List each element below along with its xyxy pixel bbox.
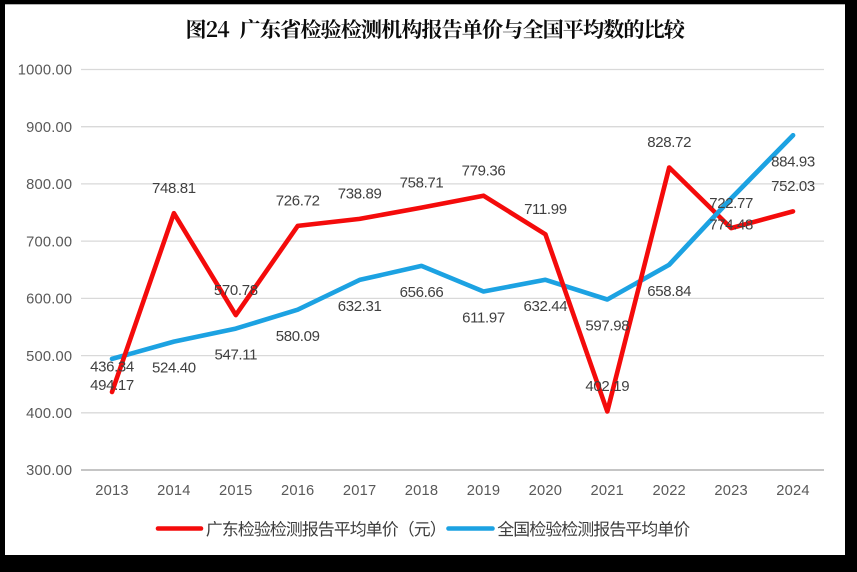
svg-text:1000.00: 1000.00 [18, 63, 73, 79]
svg-text:597.98: 597.98 [585, 318, 629, 335]
svg-text:2023: 2023 [714, 483, 747, 499]
svg-text:2014: 2014 [157, 483, 190, 499]
svg-text:611.97: 611.97 [462, 310, 505, 327]
svg-text:547.11: 547.11 [214, 347, 257, 364]
svg-text:738.89: 738.89 [338, 186, 382, 203]
svg-text:779.36: 779.36 [462, 162, 506, 179]
svg-text:436.34: 436.34 [90, 359, 134, 376]
svg-text:632.31: 632.31 [338, 298, 382, 315]
svg-text:2019: 2019 [467, 483, 500, 499]
svg-text:600.00: 600.00 [26, 292, 72, 308]
svg-text:2024: 2024 [776, 483, 809, 499]
svg-text:711.99: 711.99 [524, 201, 567, 218]
svg-text:758.71: 758.71 [400, 174, 444, 191]
svg-text:2013: 2013 [95, 483, 128, 499]
svg-text:884.93: 884.93 [771, 153, 815, 170]
svg-text:2018: 2018 [405, 483, 438, 499]
svg-text:752.03: 752.03 [771, 178, 815, 195]
svg-text:900.00: 900.00 [26, 120, 72, 136]
svg-text:656.66: 656.66 [400, 284, 444, 301]
svg-text:632.44: 632.44 [524, 298, 568, 315]
svg-text:2022: 2022 [652, 483, 685, 499]
svg-text:726.72: 726.72 [276, 193, 320, 210]
svg-text:2020: 2020 [529, 483, 562, 499]
svg-text:2016: 2016 [281, 483, 314, 499]
svg-text:2017: 2017 [343, 483, 376, 499]
svg-text:828.72: 828.72 [647, 134, 691, 151]
svg-text:524.40: 524.40 [152, 360, 196, 377]
svg-text:402.19: 402.19 [585, 378, 629, 395]
svg-text:722.77: 722.77 [709, 195, 753, 212]
svg-text:2015: 2015 [219, 483, 252, 499]
svg-text:300.00: 300.00 [26, 463, 72, 479]
svg-text:400.00: 400.00 [26, 406, 72, 422]
svg-text:748.81: 748.81 [152, 180, 196, 197]
svg-text:700.00: 700.00 [26, 234, 72, 250]
svg-text:500.00: 500.00 [26, 349, 72, 365]
svg-text:580.09: 580.09 [276, 328, 320, 345]
svg-text:800.00: 800.00 [26, 177, 72, 193]
svg-text:2021: 2021 [591, 483, 624, 499]
svg-text:494.17: 494.17 [90, 377, 134, 394]
svg-text:774.48: 774.48 [709, 217, 753, 234]
svg-text:658.84: 658.84 [647, 283, 691, 300]
svg-text:570.78: 570.78 [214, 282, 258, 299]
